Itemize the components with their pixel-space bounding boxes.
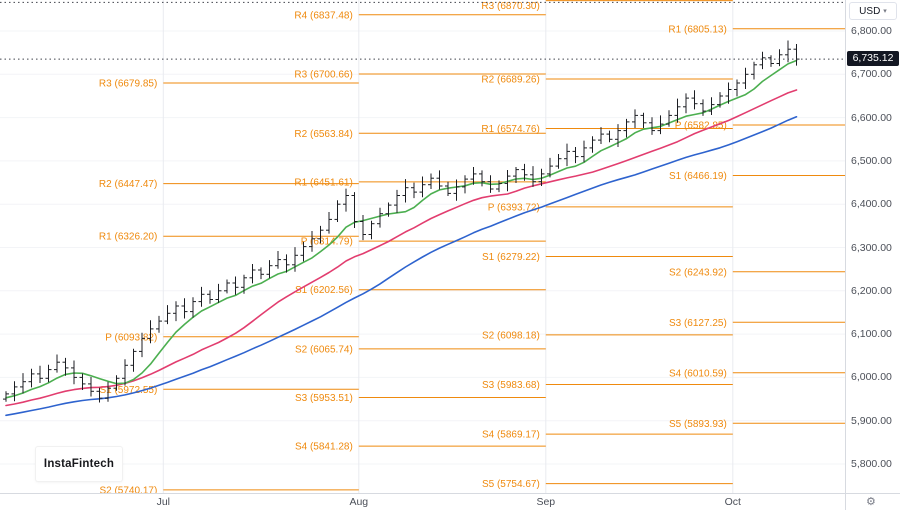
- pivot-label: R2 (6447.47): [99, 179, 157, 190]
- pivot-label: P (6314.79): [301, 237, 353, 248]
- pivot-label: S3 (5953.51): [295, 393, 353, 404]
- instafintech-logo: InstaFintech: [36, 447, 122, 481]
- price-chart[interactable]: R3 (6679.85) R2 (6447.47) R1 (6326.20) P (6…: [0, 0, 845, 493]
- pivot-label: S3 (5983.68): [482, 380, 540, 391]
- price-tick-label: 6,000.00: [851, 371, 892, 384]
- v-gridlines: [162, 0, 734, 493]
- time-tick-label: Jul: [156, 496, 171, 508]
- pivot-label: R3 (6679.85): [99, 79, 157, 90]
- pivot-label: S1 (6466.19): [669, 171, 727, 182]
- price-tick-label: 6,800.00: [851, 25, 892, 37]
- pivot-label: S4 (5869.17): [482, 430, 540, 441]
- time-tick-label: Aug: [349, 496, 369, 508]
- pivot-levels: R3 (6679.85) R2 (6447.47) R1 (6326.20) P (6…: [99, 0, 845, 493]
- ma-line-slow: [5, 116, 798, 417]
- current-price-badge: 6,735.12: [847, 51, 899, 67]
- pivot-label: P (6093.82): [105, 332, 157, 343]
- h-gridlines: [0, 30, 845, 465]
- pivot-label: R4 (6837.48): [294, 10, 352, 21]
- pivot-label: P (6582.85): [675, 121, 727, 132]
- pivot-label: S4 (5841.28): [295, 442, 353, 453]
- price-tick-label: 6,400.00: [851, 198, 892, 211]
- price-tick-label: 6,100.00: [851, 328, 892, 341]
- time-axis[interactable]: Jul Aug Sep Oct: [0, 493, 845, 510]
- price-axis[interactable]: USD ▾ 6,735.12 6,800.00 6,700.00 6,600.00 6…: [845, 0, 900, 493]
- pivot-label: S2 (6243.92): [669, 267, 727, 278]
- price-tick-label: 6,300.00: [851, 241, 892, 254]
- pivot-label: R3 (6700.66): [294, 70, 352, 81]
- price-tick-label: 5,800.00: [851, 458, 892, 470]
- ma-line-fast: [5, 59, 798, 399]
- pivot-label: S1 (6279.22): [482, 252, 540, 263]
- pivot-label: R1 (6451.61): [294, 177, 352, 188]
- pivot-label: P (6393.72): [488, 202, 540, 213]
- ohlc-bars: [3, 40, 800, 403]
- price-tick-label: 6,500.00: [851, 154, 892, 167]
- pivot-label: R1 (6326.20): [99, 232, 157, 243]
- pivot-label: S2 (6098.18): [482, 330, 540, 341]
- pivot-label: S1 (6202.56): [295, 285, 353, 296]
- pivot-label: S4 (6010.59): [669, 368, 727, 379]
- pivot-label: S5 (5893.93): [669, 419, 727, 430]
- time-tick-label: Oct: [724, 496, 741, 508]
- pivot-label: R1 (6805.13): [668, 24, 726, 35]
- logo-text: InstaFintech: [43, 458, 115, 470]
- time-tick-label: Sep: [536, 496, 556, 508]
- currency-label: USD: [859, 5, 881, 17]
- chevron-down-icon: ▾: [883, 8, 887, 15]
- pivot-label: S2 (6065.74): [295, 344, 353, 355]
- pivot-label: R1 (6574.76): [481, 124, 539, 135]
- pivot-label: S5 (5754.67): [482, 479, 540, 490]
- pivot-label: S1 (5972.55): [99, 385, 157, 396]
- price-tick-label: 5,900.00: [851, 414, 892, 427]
- price-tick-label: 6,700.00: [851, 68, 892, 81]
- price-tick-label: 6,600.00: [851, 111, 892, 124]
- chart-canvas: R3 (6679.85) R2 (6447.47) R1 (6326.20) P (6…: [0, 0, 845, 493]
- pivot-label: R2 (6689.26): [481, 75, 539, 86]
- ma-line-medium: [5, 89, 798, 407]
- currency-selector[interactable]: USD ▾: [849, 2, 897, 20]
- pivot-label: R3 (6870.30): [481, 1, 539, 12]
- pivot-label: S2 (5740.17): [99, 485, 157, 493]
- gear-icon[interactable]: ⚙: [866, 495, 876, 508]
- pivot-label: S3 (6127.25): [669, 318, 727, 329]
- price-tick-label: 6,200.00: [851, 284, 892, 297]
- axis-corner: ⚙: [845, 493, 900, 510]
- pivot-label: R2 (6563.84): [294, 129, 352, 140]
